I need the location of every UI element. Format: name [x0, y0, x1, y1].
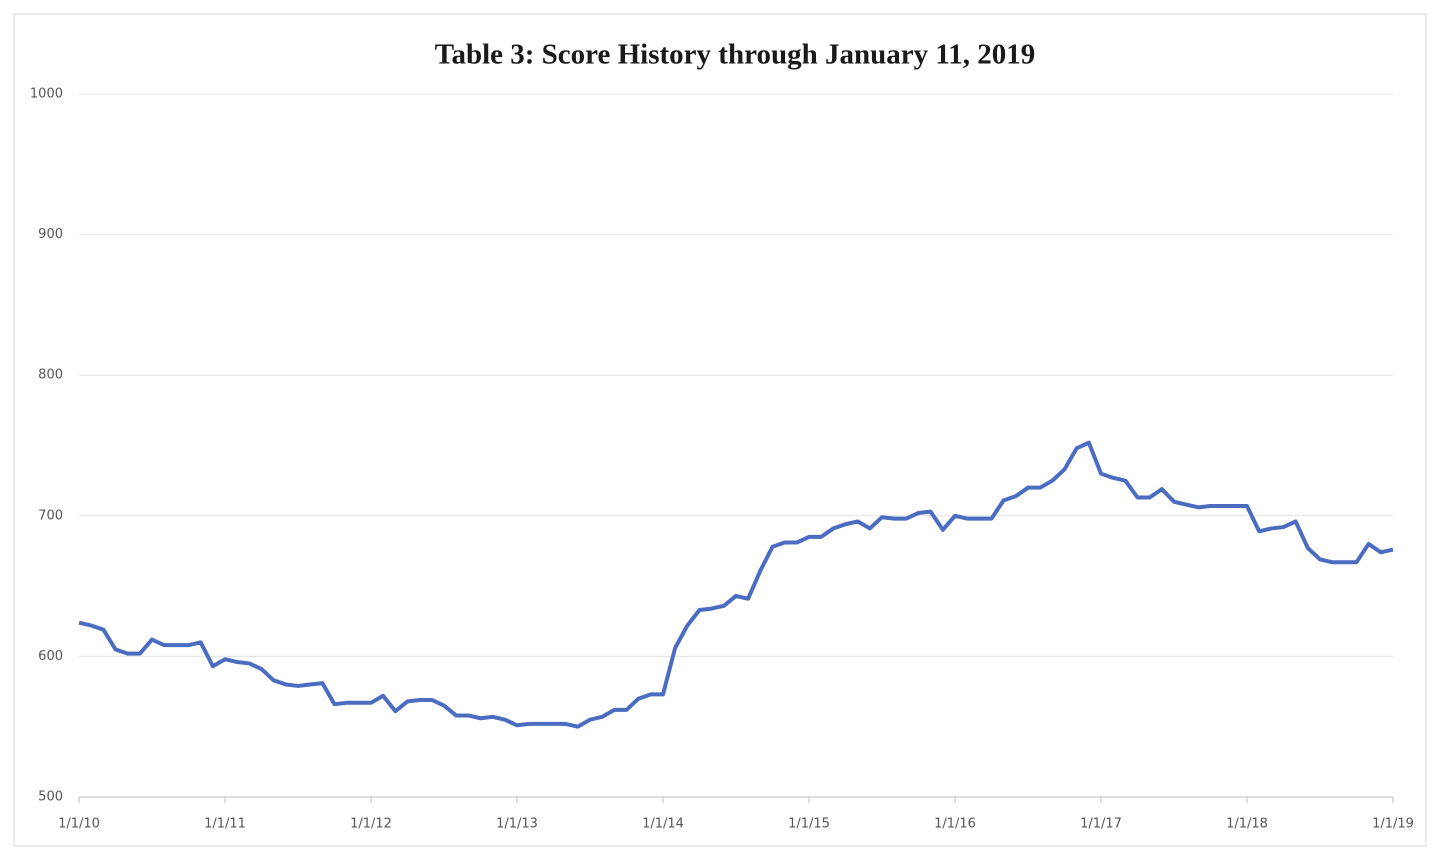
y-tick-label: 500: [38, 790, 63, 805]
score-line: [78, 440, 1394, 729]
x-tick-label: 1/1/16: [934, 817, 976, 832]
x-tick-label: 1/1/13: [496, 817, 538, 832]
x-tick-label: 1/1/15: [788, 817, 830, 832]
x-tick-label: 1/1/14: [642, 817, 684, 832]
x-tick-label: 1/1/12: [350, 817, 392, 832]
y-tick-label: 1000: [30, 87, 63, 102]
x-tick-label: 1/1/10: [58, 817, 100, 832]
x-tick-label: 1/1/18: [1226, 817, 1268, 832]
x-tick-label: 1/1/19: [1372, 817, 1414, 832]
chart-frame: [13, 13, 1427, 847]
x-tick-label: 1/1/11: [204, 817, 246, 832]
chart-title: Table 3: Score History through January 1…: [435, 39, 1035, 71]
y-tick-label: 900: [38, 227, 63, 242]
x-tick-label: 1/1/17: [1080, 817, 1122, 832]
y-tick-label: 600: [38, 649, 63, 664]
y-tick-label: 800: [38, 368, 63, 383]
y-tick-label: 700: [38, 508, 63, 523]
